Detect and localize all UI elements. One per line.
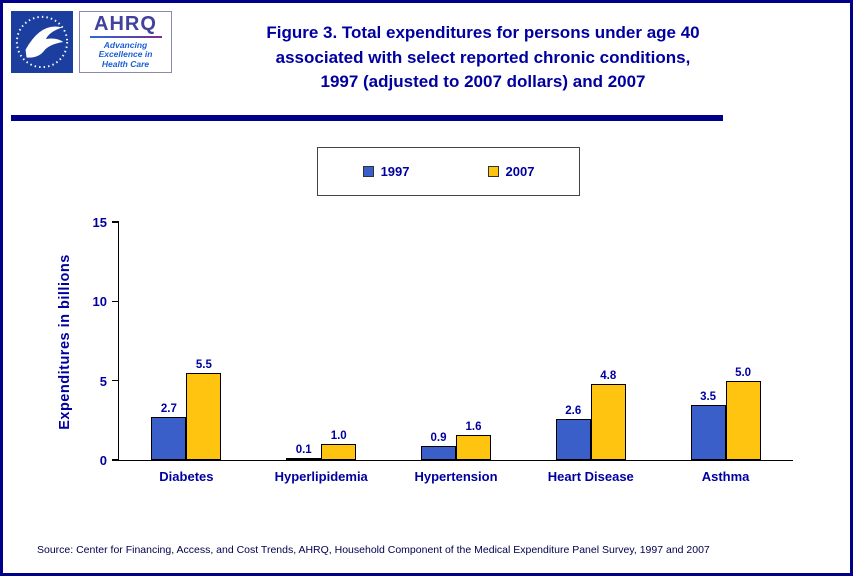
y-tick-mark — [112, 300, 119, 303]
bar-2007-hypertension: 1.6 — [455, 421, 491, 460]
bar-value-label: 2.6 — [565, 404, 582, 417]
legend-label: 1997 — [380, 164, 410, 179]
bar-value-label: 5.5 — [195, 359, 212, 372]
legend-label: 2007 — [505, 164, 535, 179]
ahrq-tagline-line: Excellence in — [98, 49, 153, 60]
y-tick-label: 10 — [92, 294, 107, 310]
y-tick-mark — [112, 221, 119, 223]
bar-value-label: 4.8 — [600, 370, 617, 383]
figure-title-line: associated with select reported chronic … — [275, 47, 691, 67]
figure-title-line: Figure 3. Total expenditures for persons… — [266, 23, 700, 42]
y-tick-label: 0 — [99, 453, 107, 468]
category-label: Hypertension — [414, 469, 498, 484]
bar-value-label: 2.7 — [160, 403, 177, 416]
y-tick-label: 5 — [99, 373, 107, 389]
y-axis-title: Expenditures in billions — [57, 254, 73, 430]
ahrq-logo: AHRQ Advancing Excellence in Health Care — [79, 11, 172, 73]
bar-value-label: 0.9 — [430, 431, 447, 444]
hhs-eagle-icon — [13, 13, 71, 71]
bar-group-heart-disease: 2.6 4.8 Heart Disease — [523, 223, 658, 484]
ahrq-tagline-line: Advancing — [103, 39, 148, 50]
chart-legend: 1997 2007 — [317, 147, 580, 196]
figure-title-line: 1997 (adjusted to 2007 dollars) and 2007 — [320, 72, 646, 92]
bar-1997-heart-disease: 2.6 — [555, 405, 591, 460]
legend-swatch — [362, 166, 374, 177]
y-tick-mark — [112, 459, 119, 461]
ahrq-tagline: Advancing Excellence in Health Care — [98, 39, 153, 70]
bar-value-label: 5.0 — [735, 367, 752, 380]
ahrq-underline — [89, 36, 162, 38]
bar-value-label: 1.6 — [465, 420, 482, 433]
bar-1997-asthma: 3.5 — [690, 391, 726, 460]
bar-2007-hyperlipidemia: 1.0 — [321, 430, 357, 460]
bar-group-hyperlipidemia: 0.1 1.0 Hyperlipidemia — [254, 223, 389, 484]
category-label: Hyperlipidemia — [274, 469, 368, 484]
plot-area: 0 5 10 15 2.7 5.5 Diabetes 0.1 1.0 Hyperlipidemia… — [93, 215, 793, 484]
category-label: Diabetes — [159, 469, 214, 484]
bar-2007-asthma: 5.0 — [725, 367, 761, 460]
source-note: Source: Center for Financing, Access, an… — [37, 544, 710, 556]
bar-1997-diabetes: 2.7 — [151, 403, 187, 460]
y-tick-mark — [112, 379, 119, 382]
bar-2007-diabetes: 5.5 — [186, 359, 222, 460]
y-tick-label: 15 — [92, 215, 107, 230]
bar-group-diabetes: 2.7 5.5 Diabetes — [119, 223, 254, 484]
legend-swatch — [487, 166, 499, 177]
bar-2007-heart-disease: 4.8 — [590, 370, 626, 460]
hhs-logo — [11, 11, 73, 73]
bar-value-label: 1.0 — [330, 430, 347, 443]
bar-1997-hyperlipidemia: 0.1 — [286, 444, 322, 460]
legend-item-1997: 1997 — [362, 164, 410, 179]
ahrq-tagline-line: Health Care — [101, 59, 150, 70]
figure-title: Figure 3. Total expenditures for persons… — [193, 21, 773, 95]
category-label: Heart Disease — [547, 469, 634, 484]
bar-1997-hypertension: 0.9 — [420, 432, 456, 460]
bar-value-label: 3.5 — [700, 390, 717, 403]
ahrq-acronym: AHRQ — [94, 13, 157, 35]
header-divider — [11, 115, 723, 121]
bar-group-hypertension: 0.9 1.6 Hypertension — [389, 223, 524, 484]
category-label: Asthma — [701, 469, 750, 484]
bar-group-asthma: 3.5 5.0 Asthma — [658, 223, 793, 484]
legend-item-2007: 2007 — [487, 164, 535, 179]
bar-value-label: 0.1 — [295, 444, 312, 456]
